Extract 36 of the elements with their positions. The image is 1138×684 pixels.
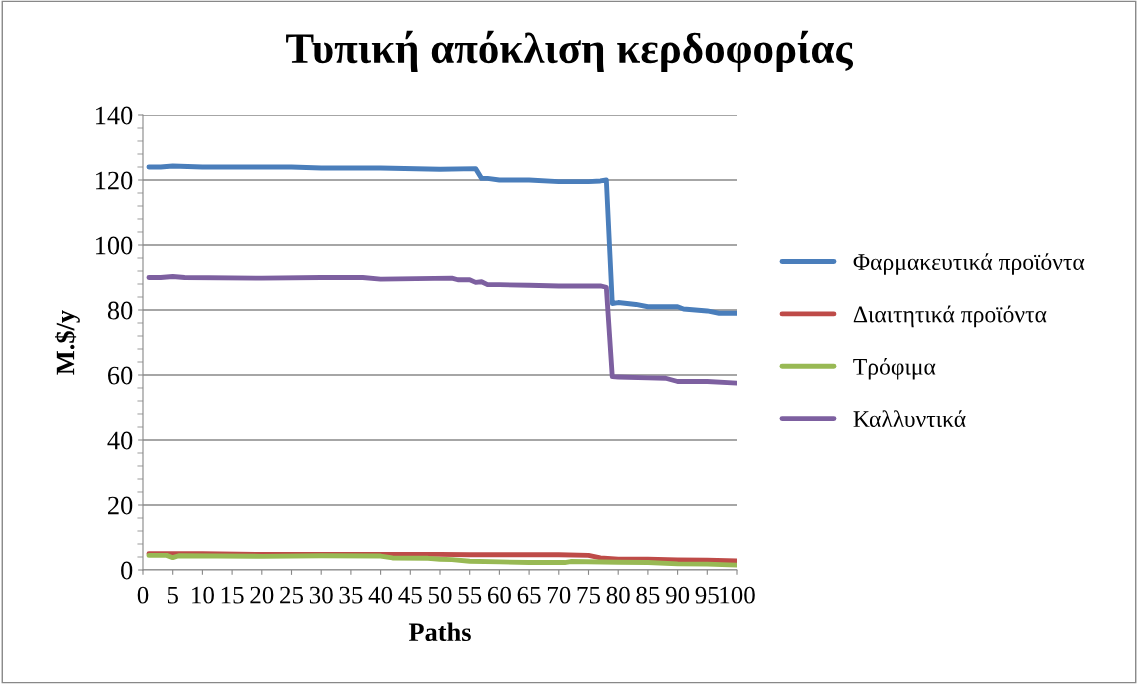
- x-tick-label: 70: [547, 586, 571, 604]
- x-tick-label: 45: [398, 586, 422, 604]
- x-tick-label: 40: [368, 586, 393, 604]
- legend-label: Τρόφιμα: [853, 357, 936, 380]
- x-tick-label: 95: [695, 586, 719, 604]
- x-tick-label: 5: [167, 586, 178, 604]
- x-tick-label: 75: [577, 586, 601, 604]
- x-axis-title: Paths: [408, 622, 471, 642]
- x-tick-label: 30: [309, 586, 333, 604]
- x-tick-label: 35: [339, 586, 363, 604]
- x-tick-label: 90: [665, 586, 690, 604]
- legend-label: Φαρμακευτικά προϊόντα: [853, 253, 1085, 275]
- y-tick-label: 100: [96, 236, 133, 255]
- chart-title: Τυπική απόκλιση κερδοφορίας: [286, 30, 854, 72]
- y-tick-label: 40: [107, 431, 133, 450]
- y-tick-label: 0: [121, 561, 133, 580]
- y-axis-title: M.$/y: [55, 310, 80, 375]
- x-tick-label: 80: [606, 586, 630, 604]
- y-tick-label: 60: [108, 366, 133, 385]
- x-tick-label: 0: [137, 586, 149, 604]
- x-tick-label: 50: [428, 586, 452, 604]
- x-tick-label: 55: [458, 586, 482, 604]
- y-tick-label: 120: [96, 171, 133, 190]
- x-tick-label: 100: [720, 586, 755, 604]
- y-tick-label: 80: [107, 301, 133, 320]
- x-tick-label: 25: [280, 586, 304, 604]
- x-tick-label: 15: [221, 586, 244, 604]
- x-tick-label: 20: [250, 586, 274, 604]
- legend-label: Διαιτητικά προϊόντα: [853, 305, 1047, 328]
- x-tick-label: 10: [192, 586, 214, 604]
- x-tick-label: 85: [636, 586, 660, 604]
- x-tick-label: 60: [487, 586, 511, 604]
- legend-label: Καλλυντικά: [853, 410, 966, 428]
- y-tick-label: 140: [96, 106, 133, 125]
- x-tick-label: 65: [517, 586, 541, 604]
- y-tick-label: 20: [108, 496, 133, 515]
